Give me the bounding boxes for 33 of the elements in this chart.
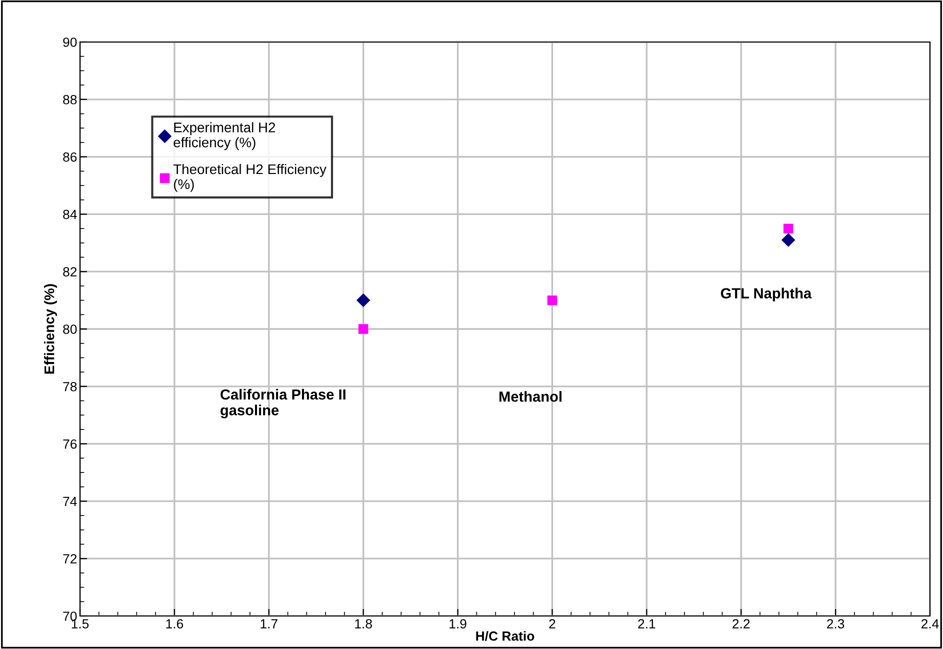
x-tick-label: 1.5 bbox=[72, 619, 89, 628]
x-tick-label: 2.2 bbox=[732, 619, 750, 628]
y-tick-label: 76 bbox=[63, 439, 77, 449]
y-tick-label: 74 bbox=[63, 496, 77, 506]
y-tick-label: 78 bbox=[63, 382, 77, 392]
point bbox=[782, 233, 795, 247]
y-tick-label: 82 bbox=[63, 267, 77, 277]
y-tick-label: 88 bbox=[63, 94, 77, 104]
x-tick-label: 2 bbox=[549, 619, 556, 628]
x-tick-label: 1.6 bbox=[166, 619, 184, 628]
x-tick-label: 2.1 bbox=[638, 619, 656, 628]
y-tick-label: 86 bbox=[63, 152, 77, 162]
point bbox=[547, 295, 558, 306]
point bbox=[783, 224, 794, 234]
y-axis-title: Efficiency (%) bbox=[44, 284, 57, 374]
legend-label: Theoretical H2 Efficiency (%) bbox=[173, 164, 326, 192]
x-tick-label: 1.8 bbox=[355, 619, 372, 628]
point bbox=[356, 294, 370, 307]
legend-label: Experimental H2 efficiency (%) bbox=[174, 122, 276, 150]
y-tick-label: 80 bbox=[63, 324, 77, 334]
y-tick-label: 72 bbox=[63, 554, 77, 564]
y-tick-label: 70 bbox=[63, 612, 77, 621]
annotation: California Phase II gasoline bbox=[220, 388, 346, 418]
x-axis-title: H/C Ratio bbox=[476, 631, 534, 641]
y-tick-label: 84 bbox=[63, 210, 77, 220]
x-tick-label: 2.4 bbox=[921, 619, 939, 628]
annotation: Methanol bbox=[499, 391, 562, 402]
x-tick-label: 1.7 bbox=[260, 619, 278, 628]
y-tick-label: 90 bbox=[63, 38, 77, 47]
point bbox=[358, 324, 368, 334]
x-tick-label: 1.9 bbox=[450, 619, 466, 628]
x-tick-label: 2.3 bbox=[827, 619, 844, 628]
annotation: GTL Naphtha bbox=[720, 288, 812, 302]
